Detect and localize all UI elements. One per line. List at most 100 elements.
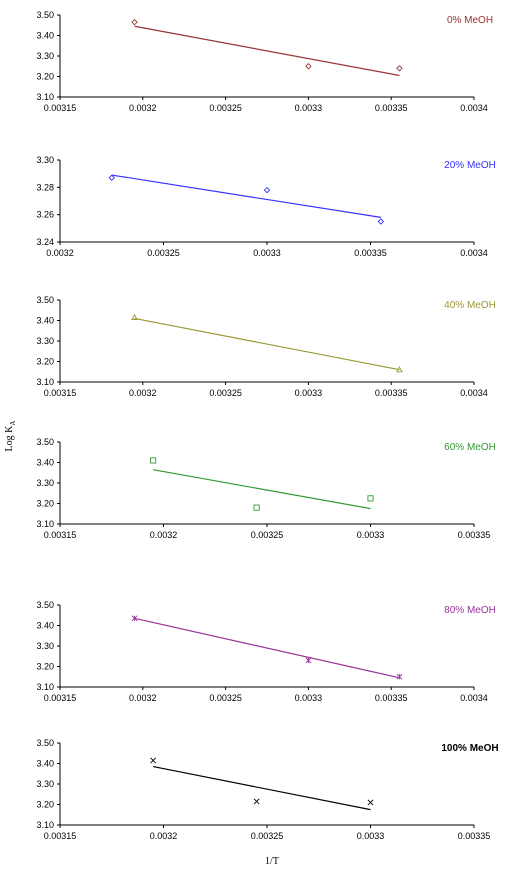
data-point	[150, 457, 157, 464]
x-tick-label: 0.00315	[44, 693, 77, 703]
y-tick-label: 3.20	[36, 72, 54, 82]
x-tick-label: 0.00335	[458, 831, 491, 841]
y-tick-label: 3.24	[36, 237, 54, 247]
data-point	[108, 174, 115, 182]
x-tick-label: 0.00325	[209, 388, 242, 398]
chart-panel: 3.10 3.20 3.30 3.40 3.50 0.00315 0.0032 0.00325…	[36, 437, 495, 540]
y-tick-label: 3.10	[36, 377, 54, 387]
y-tick-label: 3.50	[36, 437, 54, 447]
data-point	[305, 657, 312, 664]
y-tick-label: 3.20	[36, 662, 54, 672]
x-tick-label: 0.0033	[295, 693, 323, 703]
y-tick-label: 3.40	[36, 458, 54, 468]
y-tick-label: 3.50	[36, 600, 54, 610]
data-point	[253, 798, 260, 805]
trendline	[134, 317, 400, 371]
x-tick-label: 0.0032	[150, 831, 178, 841]
y-tick-label: 3.40	[36, 31, 54, 41]
y-tick-label: 3.20	[36, 357, 54, 367]
data-point	[367, 495, 374, 502]
data-point	[131, 18, 138, 26]
x-tick-label: 0.0032	[129, 103, 157, 113]
x-tick-label: 0.0034	[460, 693, 488, 703]
x-tick-label: 0.00315	[44, 831, 77, 841]
x-tick-label: 0.0033	[295, 103, 323, 113]
y-tick-label: 3.50	[36, 738, 54, 748]
x-tick-label: 0.00315	[44, 388, 77, 398]
data-point	[377, 218, 385, 225]
x-tick-label: 0.0032	[150, 530, 178, 540]
x-tick-label: 0.00325	[147, 248, 180, 258]
y-tick-label: 3.40	[36, 621, 54, 631]
x-tick-label: 0.0034	[460, 103, 488, 113]
y-tick-label: 3.30	[36, 641, 54, 651]
trendline	[153, 469, 371, 510]
x-tick-label: 0.0033	[253, 248, 281, 258]
chart-panel: 3.10 3.20 3.30 3.40 3.50 0.00315 0.0032 0.00325…	[36, 600, 495, 703]
x-tick-label: 0.0032	[129, 693, 157, 703]
data-point	[131, 615, 138, 622]
y-tick-label: 3.30	[36, 779, 54, 789]
x-axis-title: 1/T	[265, 856, 279, 867]
x-tick-label: 0.00335	[458, 530, 491, 540]
y-tick-label: 3.10	[36, 682, 54, 692]
x-tick-label: 0.00335	[375, 103, 408, 113]
y-tick-label: 3.40	[36, 759, 54, 769]
y-tick-label: 3.50	[36, 295, 54, 305]
data-point	[396, 366, 403, 373]
x-tick-label: 0.00315	[44, 103, 77, 113]
panel-label: 40% MeOH	[444, 300, 496, 311]
y-tick-label: 3.10	[36, 519, 54, 529]
y-axis-title: Log KA	[4, 421, 17, 452]
trendline	[153, 765, 371, 811]
x-tick-label: 0.00325	[209, 103, 242, 113]
panel-label: 100% MeOH	[441, 743, 498, 754]
data-point	[367, 799, 374, 806]
x-tick-label: 0.00325	[251, 530, 284, 540]
y-tick-label: 3.10	[36, 92, 54, 102]
x-tick-label: 0.00335	[375, 693, 408, 703]
y-tick-label: 3.26	[36, 210, 54, 220]
panel-label: 20% MeOH	[444, 160, 496, 171]
x-tick-label: 0.0034	[460, 388, 488, 398]
y-tick-label: 3.30	[36, 155, 54, 165]
chart-panel: 3.10 3.20 3.30 3.40 3.50 0.00315 0.0032 0.00325…	[36, 295, 495, 398]
x-tick-label: 0.0033	[295, 388, 323, 398]
y-tick-label: 3.30	[36, 51, 54, 61]
y-tick-label: 3.20	[36, 800, 54, 810]
x-tick-label: 0.00315	[44, 530, 77, 540]
chart-panel: 3.10 3.20 3.30 3.40 3.50 0.00315 0.0032 0.00325…	[36, 10, 493, 113]
y-tick-label: 3.30	[36, 478, 54, 488]
chart-panel: 3.10 3.20 3.30 3.40 3.50 0.00315 0.0032 0.00325…	[36, 738, 498, 841]
data-point	[396, 673, 403, 680]
x-tick-label: 0.0033	[357, 530, 385, 540]
x-tick-label: 0.00325	[209, 693, 242, 703]
x-tick-label: 0.0032	[129, 388, 157, 398]
data-point	[253, 504, 260, 511]
y-tick-label: 3.40	[36, 316, 54, 326]
data-point	[396, 65, 403, 72]
x-tick-label: 0.0033	[357, 831, 385, 841]
trendline	[134, 617, 400, 679]
trendline	[111, 174, 381, 218]
trendline	[134, 25, 400, 77]
y-tick-label: 3.30	[36, 336, 54, 346]
y-tick-label: 3.10	[36, 820, 54, 830]
panel-label: 80% MeOH	[444, 605, 496, 616]
x-tick-label: 0.00335	[375, 388, 408, 398]
panel-label: 60% MeOH	[444, 442, 496, 453]
x-tick-label: 0.00325	[251, 831, 284, 841]
data-point	[305, 63, 312, 70]
data-point	[263, 186, 271, 194]
y-tick-label: 3.28	[36, 182, 54, 192]
chart-panel: 3.24 3.26 3.28 3.30 0.0032 0.00325 0.0033 0.003…	[36, 155, 495, 258]
x-tick-label: 0.00335	[354, 248, 387, 258]
data-point	[131, 313, 138, 320]
x-tick-label: 0.0034	[460, 248, 488, 258]
panel-label: 0% MeOH	[447, 15, 493, 26]
data-point	[150, 757, 157, 764]
y-tick-label: 3.20	[36, 499, 54, 509]
y-tick-label: 3.50	[36, 10, 54, 20]
x-tick-label: 0.0032	[46, 248, 74, 258]
